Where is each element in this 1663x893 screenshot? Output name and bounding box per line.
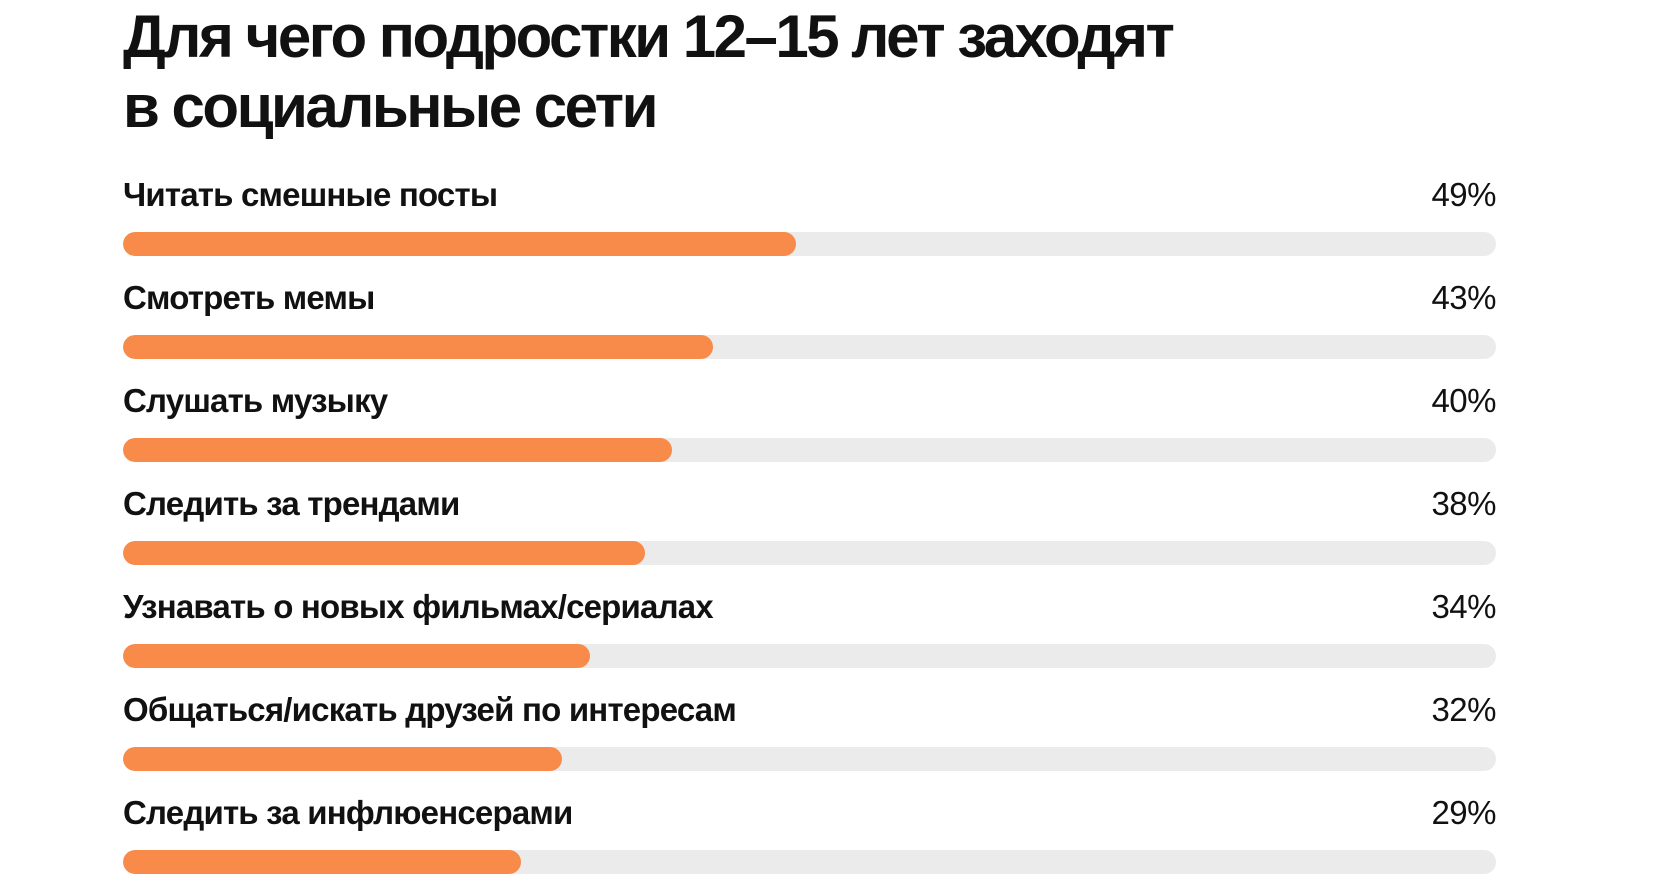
bar-row: Следить за инфлюенсерами 29% [123,793,1496,893]
bar-label: Читать смешные посты [123,176,498,213]
bar-value-label: 49% [1431,176,1496,213]
bar-row: Слушать музыку 40% [123,381,1496,481]
bar [123,644,590,668]
bar-label: Смотреть мемы [123,279,375,316]
bar-label: Общаться/искать друзей по интересам [123,691,737,728]
bar-row: Общаться/искать друзей по интересам 32% [123,690,1496,790]
bar-row: Следить за трендами 38% [123,484,1496,584]
bar-value-label: 34% [1431,588,1496,625]
bar-value-label: 43% [1431,279,1496,316]
bar-label: Слушать музыку [123,382,388,419]
bar-label: Узнавать о новых фильмах/сериалах [123,588,714,625]
chart-title-line-2: в социальные сети [123,73,658,140]
horizontal-bar-chart: Читать смешные посты 49% Смотреть мемы 43% С… [123,0,1496,890]
bar-track [123,232,1496,256]
bar-value-label: 40% [1431,382,1496,419]
bar [123,850,521,874]
chart-title-line-1: Для чего подростки 12–15 лет заходят [123,3,1175,70]
bar-value-label: 38% [1431,485,1496,522]
bar-row: Узнавать о новых фильмах/сериалах 34% [123,587,1496,687]
bar-track [123,438,1496,462]
bar [123,747,562,771]
bar-value-label: 29% [1431,794,1496,831]
chart-title: Для чего подростки 12–15 лет заходят в с… [123,2,1423,142]
bar-track [123,644,1496,668]
bar-track [123,747,1496,771]
bar [123,541,645,565]
bar [123,335,713,359]
bar-value-label: 32% [1431,691,1496,728]
bar-track [123,541,1496,565]
bar-label: Следить за инфлюенсерами [123,794,573,831]
bar-label: Следить за трендами [123,485,460,522]
bar-row: Смотреть мемы 43% [123,278,1496,378]
bar-row: Читать смешные посты 49% [123,175,1496,275]
bar [123,438,672,462]
bar-track [123,335,1496,359]
bar-track [123,850,1496,874]
bar [123,232,796,256]
